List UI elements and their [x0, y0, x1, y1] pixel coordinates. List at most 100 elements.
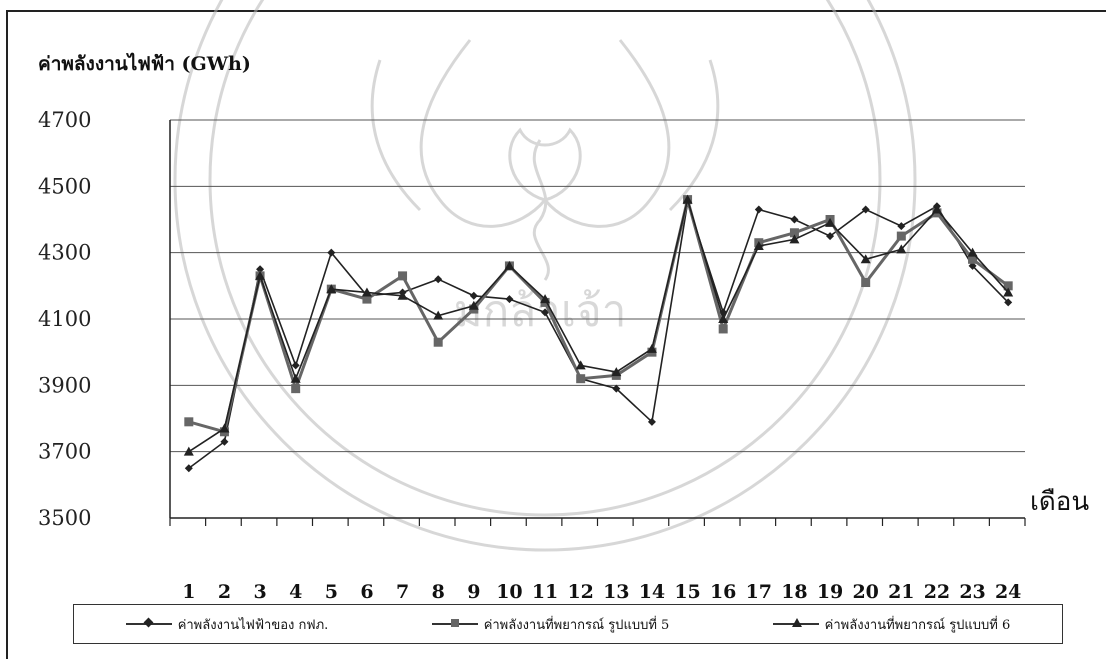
x-tick-label: 23: [959, 581, 985, 603]
data-point-series-2: [896, 231, 906, 241]
legend-label-series-2: ค่าพลังงานที่พยากรณ์ รูปแบบที่ 5: [483, 617, 670, 633]
chart-frame: [6, 10, 1106, 659]
x-tick-label: 13: [603, 581, 629, 603]
y-tick-label: 4100: [38, 307, 91, 331]
x-tick-label: 14: [639, 581, 665, 603]
x-tick-label: 22: [924, 581, 950, 603]
x-tick-label: 20: [852, 581, 878, 603]
data-point-series-3: [290, 373, 301, 383]
legend-line-triangle: [772, 618, 819, 627]
data-point-series-3: [718, 314, 729, 323]
x-tick-label: 4: [289, 581, 302, 603]
data-point-series-1: [790, 215, 799, 224]
x-tick-label: 19: [817, 581, 843, 603]
x-tick-label: 8: [432, 581, 445, 603]
data-point-series-1: [327, 248, 336, 257]
data-point-series-3: [825, 217, 836, 227]
data-point-series-3: [468, 300, 479, 310]
series-line-3: [188, 196, 1009, 453]
data-point-series-3: [682, 194, 693, 204]
data-point-series-2: [789, 228, 799, 238]
data-point-series-3: [789, 234, 800, 244]
x-tick-label: 1: [182, 581, 195, 603]
x-tick-label: 21: [888, 581, 914, 603]
data-point-series-2: [1003, 281, 1013, 291]
x-tick-label: 12: [567, 581, 593, 603]
chart-title: ค่าพลังงานไฟฟ้า (GWh): [38, 52, 251, 75]
data-point-series-3: [896, 244, 907, 254]
legend-label-series-1: ค่าพลังงานไฟฟ้าของ กฟภ.: [177, 617, 329, 633]
legend-item-series-3: ค่าพลังงานที่พยากรณ์ รูปแบบที่ 6: [772, 614, 1011, 635]
data-point-series-3: [646, 343, 657, 353]
data-point-series-1: [505, 295, 514, 304]
data-point-series-2: [291, 384, 301, 394]
legend: ค่าพลังงานไฟฟ้าของ กฟภ. ค่าพลังงานที่พยา…: [73, 604, 1063, 644]
data-point-series-1: [541, 308, 550, 317]
x-tick-label: 11: [532, 581, 558, 603]
x-tick-label: 9: [467, 581, 480, 603]
data-point-series-1: [291, 361, 300, 370]
data-point-series-2: [968, 254, 978, 264]
data-point-series-3: [1003, 287, 1014, 297]
x-tick-label: 17: [746, 581, 772, 603]
x-tick-label: 16: [710, 581, 736, 603]
data-point-series-2: [576, 374, 586, 384]
data-point-series-3: [611, 367, 622, 377]
data-point-series-3: [967, 247, 978, 257]
y-tick-label: 3700: [38, 440, 91, 464]
series-line-1: [188, 202, 1009, 469]
data-point-series-2: [433, 337, 443, 347]
y-tick-label: 4300: [38, 241, 91, 265]
x-tick-label: 7: [396, 581, 409, 603]
data-point-series-2: [184, 417, 194, 427]
data-point-series-3: [575, 360, 586, 370]
data-point-series-3: [433, 310, 444, 320]
data-point-series-1: [184, 464, 193, 473]
data-point-series-1: [434, 275, 443, 284]
legend-line-diamond: [125, 617, 172, 628]
data-point-series-3: [753, 241, 764, 251]
data-point-series-1: [754, 205, 763, 214]
x-tick-label: 10: [496, 581, 522, 603]
data-point-series-1: [647, 417, 656, 426]
x-tick-label: 15: [674, 581, 700, 603]
data-point-series-1: [861, 205, 870, 214]
data-point-series-3: [540, 294, 551, 304]
data-point-series-3: [931, 204, 942, 214]
data-point-series-1: [1004, 298, 1013, 307]
x-tick-label: 2: [218, 581, 231, 603]
data-point-series-3: [219, 423, 230, 433]
data-point-series-2: [398, 271, 408, 281]
data-point-series-1: [469, 291, 478, 300]
data-point-series-3: [183, 446, 194, 456]
legend-item-series-2: ค่าพลังงานที่พยากรณ์ รูปแบบที่ 5: [431, 614, 670, 635]
x-axis-title: เดือน: [1030, 487, 1089, 517]
data-point-series-1: [826, 232, 835, 241]
x-tick-label: 24: [995, 581, 1021, 603]
data-point-series-3: [361, 287, 372, 297]
legend-line-square: [431, 619, 478, 627]
y-tick-label: 4500: [38, 174, 91, 198]
data-point-series-2: [362, 294, 372, 304]
x-tick-label: 18: [781, 581, 807, 603]
data-point-series-2: [861, 278, 871, 288]
data-point-series-3: [326, 284, 337, 294]
data-point-series-3: [504, 260, 515, 270]
y-tick-label: 3900: [38, 373, 91, 397]
data-point-series-3: [255, 270, 266, 280]
data-point-series-2: [718, 324, 728, 334]
legend-label-series-3: ค่าพลังงานที่พยากรณ์ รูปแบบที่ 6: [824, 617, 1011, 633]
y-tick-label: 4700: [38, 108, 91, 132]
x-tick-label: 3: [253, 581, 266, 603]
data-point-series-1: [968, 261, 977, 270]
y-tick-label: 3500: [38, 506, 91, 530]
data-point-series-1: [612, 384, 621, 393]
data-point-series-1: [897, 222, 906, 231]
x-tick-label: 6: [360, 581, 373, 603]
data-point-series-3: [397, 290, 408, 300]
legend-item-series-1: ค่าพลังงานไฟฟ้าของ กฟภ.: [125, 614, 329, 635]
x-tick-label: 5: [325, 581, 338, 603]
data-point-series-1: [256, 265, 265, 274]
data-point-series-3: [860, 254, 871, 264]
